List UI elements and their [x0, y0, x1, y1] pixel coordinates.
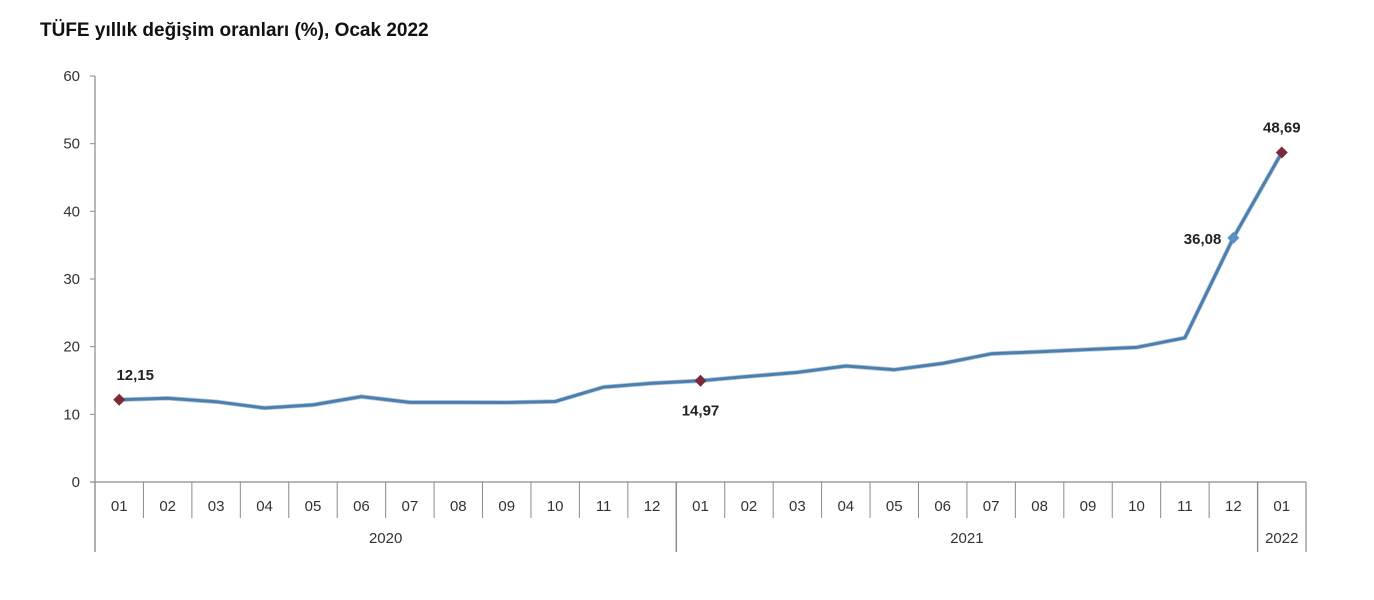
x-tick-label: 12: [1225, 498, 1242, 515]
y-tick-label: 20: [63, 339, 80, 356]
x-tick-label: 10: [1128, 498, 1145, 515]
data-point-marker-icon: [1275, 146, 1288, 159]
x-tick-label: 10: [547, 498, 564, 515]
year-label: 2022: [1265, 530, 1298, 547]
x-tick-label: 06: [934, 498, 951, 515]
x-tick-label: 08: [450, 498, 467, 515]
y-tick-label: 30: [63, 271, 80, 288]
x-tick-label: 05: [886, 498, 903, 515]
x-tick-label: 07: [983, 498, 1000, 515]
x-tick-label: 09: [1080, 498, 1097, 515]
year-label: 2020: [369, 530, 402, 547]
y-tick-label: 60: [63, 68, 80, 85]
data-label: 48,69: [1263, 120, 1301, 137]
series-line-shadow: [116, 150, 1285, 411]
data-label: 36,08: [1184, 231, 1222, 248]
x-tick-label: 02: [159, 498, 176, 515]
x-axis-categories: 01 02 03 04 05 06 07 08 09 10 11 12 01 02 03 04 05 06 07 08…: [94, 482, 1307, 552]
x-tick-label: 11: [596, 498, 612, 515]
y-tick-label: 10: [63, 406, 80, 423]
data-label: 12,15: [116, 367, 154, 384]
x-tick-label: 03: [789, 498, 806, 515]
data-point-marker-icon: [1227, 231, 1240, 244]
data-annotations: 12,15 14,97 36,08 48,69: [113, 120, 1301, 420]
x-tick-label: 01: [111, 498, 128, 515]
chart-title: TÜFE yıllık değişim oranları (%), Ocak 2…: [40, 20, 429, 41]
x-tick-label: 05: [305, 498, 322, 515]
x-tick-label: 03: [208, 498, 225, 515]
y-tick-label: 0: [72, 474, 80, 491]
data-point-marker-icon: [694, 374, 707, 387]
x-tick-label: 11: [1177, 498, 1193, 515]
series-line: [117, 151, 1284, 410]
y-tick-label: 40: [63, 203, 80, 220]
x-tick-label: 02: [741, 498, 758, 515]
x-tick-label: 12: [644, 498, 661, 515]
x-tick-label: 04: [256, 498, 273, 515]
data-series: [116, 150, 1285, 411]
x-tick-label: 04: [837, 498, 854, 515]
x-tick-label: 07: [402, 498, 419, 515]
x-tick-label: 08: [1031, 498, 1048, 515]
x-tick-label: 09: [498, 498, 515, 515]
x-tick-label: 06: [353, 498, 370, 515]
x-tick-label: 01: [692, 498, 709, 515]
y-tick-label: 50: [63, 136, 80, 153]
data-label: 14,97: [682, 403, 720, 420]
year-label: 2021: [950, 530, 983, 547]
data-point-marker-icon: [113, 393, 126, 406]
x-tick-label: 01: [1273, 498, 1290, 515]
